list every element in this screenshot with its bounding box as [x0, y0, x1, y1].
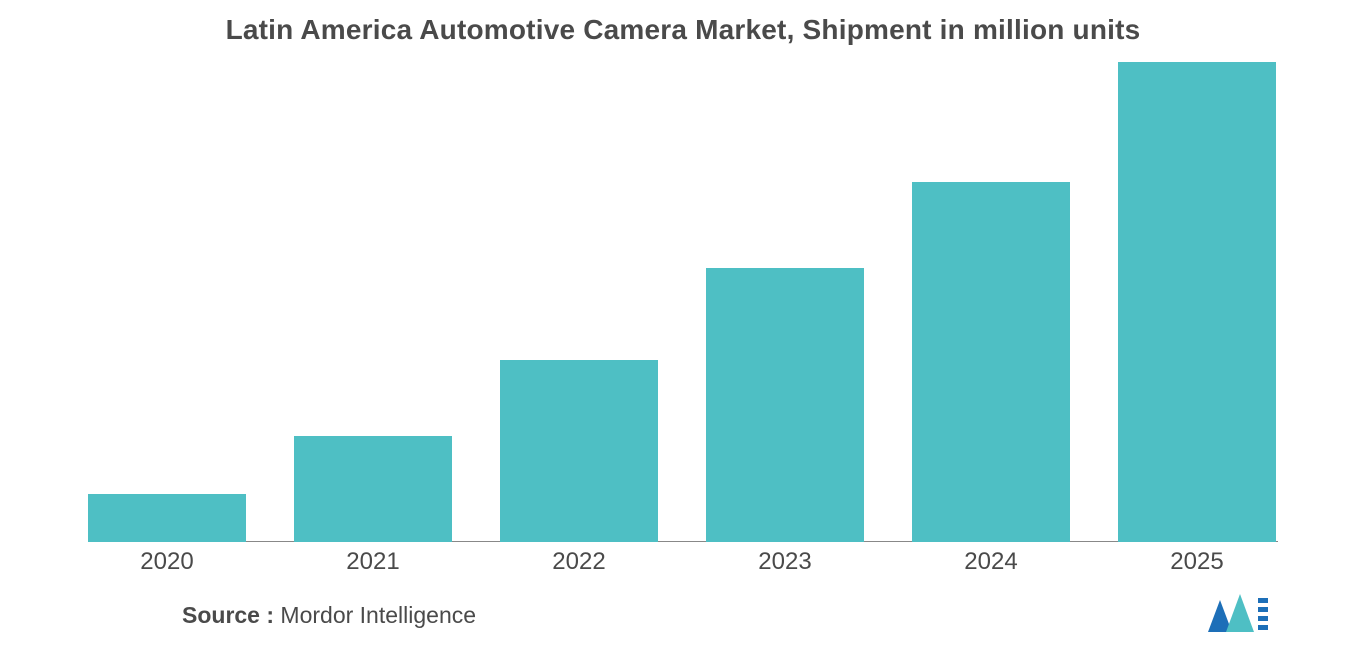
mordor-logo-icon [1206, 592, 1270, 634]
x-axis-line [88, 541, 1278, 542]
x-tick-label: 2020 [88, 548, 246, 576]
plot-area [88, 62, 1278, 542]
chart-title: Latin America Automotive Camera Market, … [0, 14, 1366, 46]
source-text: Mordor Intelligence [280, 602, 476, 628]
x-tick-label: 2021 [294, 548, 452, 576]
x-tick-label: 2025 [1118, 548, 1276, 576]
x-tick-label: 2024 [912, 548, 1070, 576]
x-axis-labels: 2020 2021 2022 2023 2024 2025 [88, 548, 1278, 588]
source-label: Source : [182, 602, 274, 628]
bar-2023 [706, 268, 864, 542]
source-attribution: Source : Mordor Intelligence [182, 602, 476, 629]
bar-2020 [88, 494, 246, 542]
bar-2022 [500, 360, 658, 542]
bar-2025 [1118, 62, 1276, 542]
bar-2021 [294, 436, 452, 542]
bar-2024 [912, 182, 1070, 542]
x-tick-label: 2022 [500, 548, 658, 576]
x-tick-label: 2023 [706, 548, 864, 576]
